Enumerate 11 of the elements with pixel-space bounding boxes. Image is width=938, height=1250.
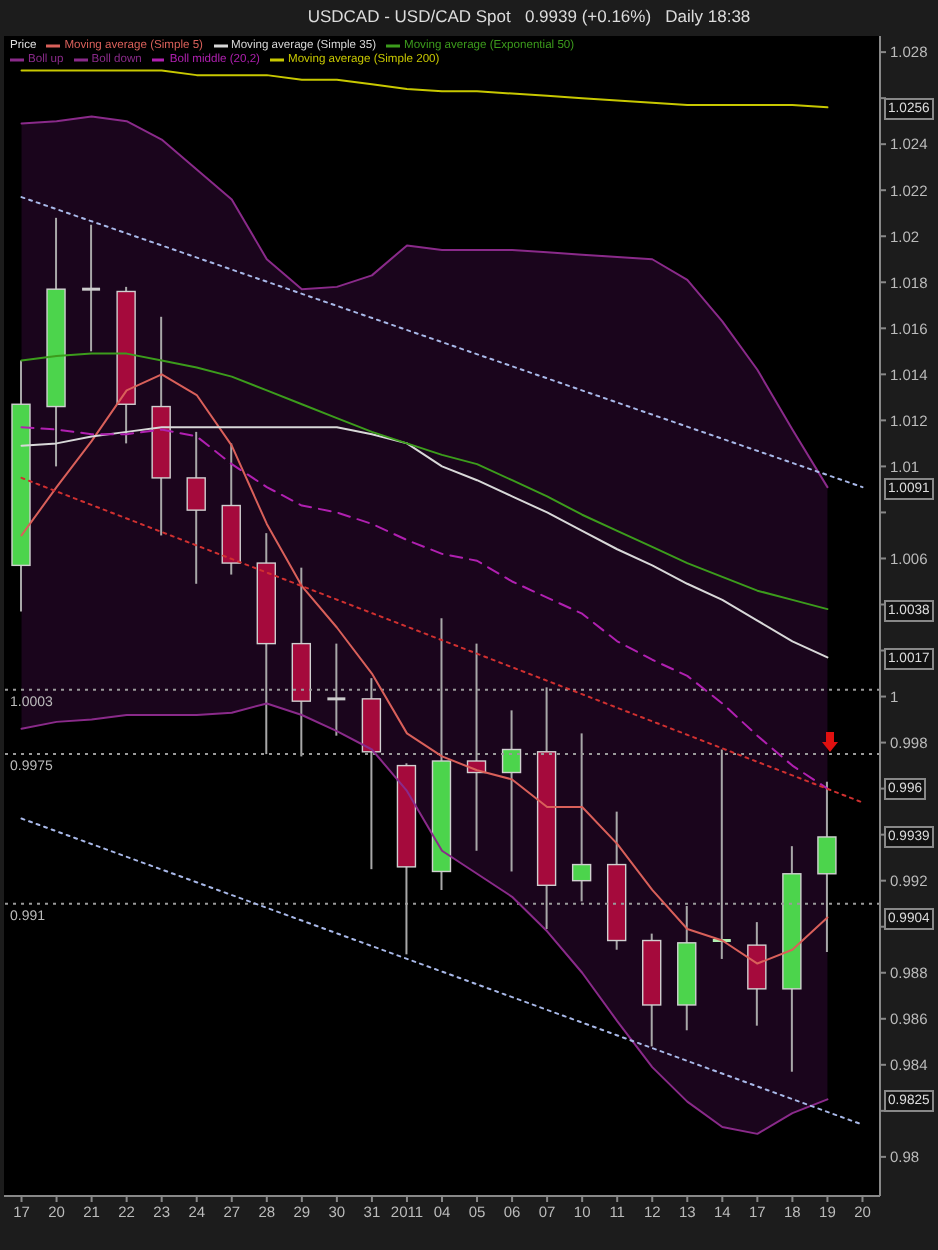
candlestick (817, 780, 837, 954)
line-series (20, 69, 829, 109)
candlestick (325, 642, 347, 737)
candlestick (80, 223, 102, 353)
candlestick (186, 430, 206, 585)
candlestick (501, 709, 522, 873)
line-series (20, 352, 829, 611)
candlestick (747, 921, 767, 1027)
line-series (20, 115, 829, 489)
chart-title: USDCAD - USD/CAD Spot 0.9939 (+0.16%) Daily 18:38 (305, 6, 753, 26)
candlestick (571, 732, 592, 903)
